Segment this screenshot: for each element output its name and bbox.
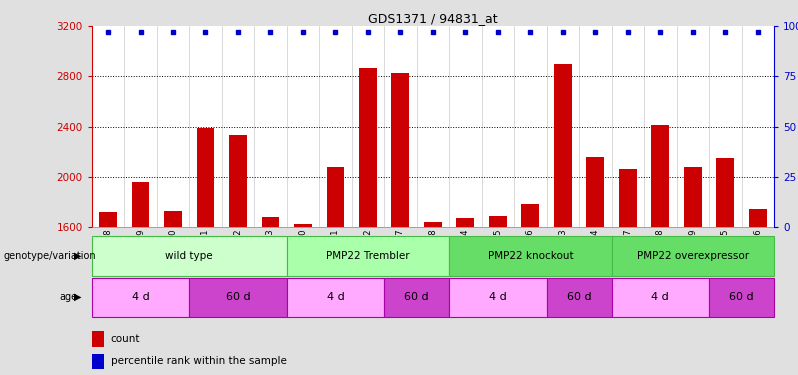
Text: PMP22 Trembler: PMP22 Trembler	[326, 251, 409, 261]
Bar	[286, 236, 449, 276]
Bar	[619, 169, 637, 227]
Text: ▶: ▶	[74, 251, 81, 261]
Bar	[424, 222, 442, 227]
Bar	[651, 125, 670, 227]
Bar	[92, 278, 189, 317]
Text: 4 d: 4 d	[326, 292, 344, 302]
Text: 60 d: 60 d	[405, 292, 429, 302]
Bar	[359, 68, 377, 227]
Bar	[489, 216, 507, 227]
Text: 60 d: 60 d	[729, 292, 754, 302]
Text: PMP22 overexpressor: PMP22 overexpressor	[637, 251, 749, 261]
Bar	[99, 212, 117, 227]
Text: percentile rank within the sample: percentile rank within the sample	[111, 356, 286, 366]
Bar	[717, 158, 734, 227]
Bar	[164, 211, 182, 227]
Bar	[132, 182, 149, 227]
Text: ▶: ▶	[74, 292, 81, 302]
Text: 60 d: 60 d	[567, 292, 591, 302]
Bar	[449, 278, 547, 317]
Text: PMP22 knockout: PMP22 knockout	[488, 251, 573, 261]
Bar	[449, 236, 611, 276]
Bar	[611, 278, 709, 317]
Bar	[294, 224, 312, 227]
Text: 4 d: 4 d	[132, 292, 149, 302]
Text: genotype/variation: genotype/variation	[4, 251, 97, 261]
Bar	[262, 217, 279, 227]
Text: wild type: wild type	[165, 251, 213, 261]
Bar	[554, 64, 572, 227]
Bar	[392, 73, 409, 227]
Bar	[196, 128, 215, 227]
Text: 60 d: 60 d	[226, 292, 251, 302]
Bar	[611, 236, 774, 276]
Bar	[189, 278, 286, 317]
Bar	[749, 209, 767, 227]
Bar	[326, 166, 345, 227]
Bar	[92, 354, 104, 369]
Bar	[587, 157, 604, 227]
Bar	[92, 236, 286, 276]
Bar	[547, 278, 611, 317]
Title: GDS1371 / 94831_at: GDS1371 / 94831_at	[368, 12, 498, 25]
Text: age: age	[60, 292, 78, 302]
Bar	[521, 204, 539, 227]
Bar	[286, 278, 384, 317]
Text: 4 d: 4 d	[489, 292, 507, 302]
Text: 4 d: 4 d	[651, 292, 670, 302]
Bar	[229, 135, 247, 227]
Bar	[384, 278, 449, 317]
Text: count: count	[111, 334, 140, 344]
Bar	[684, 166, 701, 227]
Bar	[456, 218, 474, 227]
Bar	[92, 331, 104, 347]
Bar	[709, 278, 774, 317]
